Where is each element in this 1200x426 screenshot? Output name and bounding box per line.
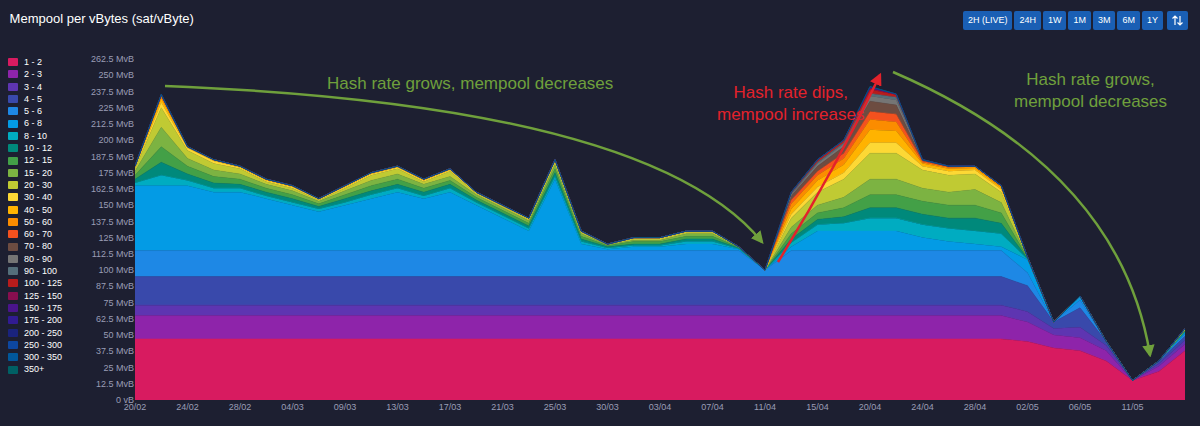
svg-text:20/02: 20/02 — [124, 402, 147, 412]
svg-text:25/03: 25/03 — [544, 402, 567, 412]
html-text:6 - 8: 6 - 8 — [24, 118, 42, 129]
svg-text:125 MvB: 125 MvB — [98, 233, 134, 243]
html-text:8 - 10: 8 - 10 — [24, 130, 47, 141]
html-text:15 - 20: 15 - 20 — [24, 167, 52, 178]
svg-text:24/04: 24/04 — [911, 402, 934, 412]
html-text:50 - 60: 50 - 60 — [24, 216, 52, 227]
html-text:12 - 15: 12 - 15 — [24, 155, 52, 166]
svg-text:11/05: 11/05 — [1122, 402, 1144, 412]
html-text:100 - 125: 100 - 125 — [24, 278, 62, 289]
svg-text:02/05: 02/05 — [1016, 402, 1039, 412]
html-text:90 - 100: 90 - 100 — [24, 266, 57, 276]
svg-text:13/03: 13/03 — [386, 402, 409, 412]
svg-text:20/04: 20/04 — [859, 402, 882, 412]
svg-text:07/04: 07/04 — [701, 402, 724, 412]
svg-text:75 MvB: 75 MvB — [103, 298, 134, 308]
html-text:1M: 1M — [1073, 15, 1086, 25]
svg-text:212.5 MvB: 212.5 MvB — [91, 119, 134, 129]
svg-text:250 MvB: 250 MvB — [98, 70, 134, 80]
svg-text:09/03: 09/03 — [334, 402, 357, 412]
svg-text:100 MvB: 100 MvB — [98, 265, 134, 275]
svg-text:137.5 MvB: 137.5 MvB — [91, 217, 134, 227]
html-text:60 - 70: 60 - 70 — [24, 229, 52, 240]
html-text:200 - 250: 200 - 250 — [24, 327, 62, 338]
svg-text:06/05: 06/05 — [1069, 402, 1092, 412]
svg-text:0 vB: 0 vB — [116, 395, 134, 405]
svg-text:21/03: 21/03 — [491, 402, 514, 412]
svg-text:Hash rate grows,mempool decrea: Hash rate grows,mempool decreases — [1014, 70, 1167, 111]
html-text:10 - 12: 10 - 12 — [24, 143, 52, 154]
html-text:3M: 3M — [1098, 15, 1111, 25]
svg-text:187.5 MvB: 187.5 MvB — [91, 152, 134, 162]
html-text:300 - 350: 300 - 350 — [24, 352, 62, 363]
html-text:175 - 200: 175 - 200 — [24, 315, 62, 326]
svg-text:11/04: 11/04 — [754, 402, 776, 412]
svg-text:Mempool per vBytes (sat/vByte): Mempool per vBytes (sat/vByte) — [10, 11, 194, 26]
svg-text:03/04: 03/04 — [649, 402, 672, 412]
html-text:1Y: 1Y — [1147, 15, 1158, 25]
html-text:24H: 24H — [1019, 15, 1036, 25]
svg-text:150 MvB: 150 MvB — [98, 200, 134, 210]
html-text:80 - 90: 80 - 90 — [24, 253, 52, 264]
svg-text:175 MvB: 175 MvB — [98, 168, 134, 178]
svg-text:15/04: 15/04 — [806, 402, 829, 412]
html-text:1W: 1W — [1047, 15, 1062, 25]
html-text:2 - 3: 2 - 3 — [24, 69, 42, 80]
html-text:2H (LIVE): 2H (LIVE) — [967, 15, 1008, 25]
svg-text:04/03: 04/03 — [281, 402, 304, 412]
html-text:350+: 350+ — [24, 364, 45, 375]
html-text:70 - 80: 70 - 80 — [24, 241, 52, 252]
html-text:150 - 175: 150 - 175 — [24, 302, 62, 313]
svg-text:28/04: 28/04 — [964, 402, 987, 412]
svg-text:24/02: 24/02 — [176, 402, 199, 412]
html-text:20 - 30: 20 - 30 — [24, 180, 52, 190]
html-text:250 - 300: 250 - 300 — [24, 339, 62, 350]
html-text:3 - 4: 3 - 4 — [24, 81, 42, 92]
html-text:1 - 2: 1 - 2 — [24, 57, 42, 67]
svg-text:28/02: 28/02 — [229, 402, 252, 412]
svg-text:50 MvB: 50 MvB — [103, 330, 134, 340]
svg-text:Hash rate grows, mempool decre: Hash rate grows, mempool decreases — [327, 74, 613, 93]
html-text:6M: 6M — [1122, 15, 1135, 25]
svg-text:200 MvB: 200 MvB — [98, 135, 134, 145]
svg-text:37.5 MvB: 37.5 MvB — [96, 346, 134, 356]
svg-text:Hash rate dips,mempool increas: Hash rate dips,mempool increases — [717, 83, 864, 124]
html-text:40 - 50: 40 - 50 — [24, 204, 52, 215]
svg-text:87.5 MvB: 87.5 MvB — [96, 281, 134, 291]
svg-text:30/03: 30/03 — [596, 402, 619, 412]
svg-text:162.5 MvB: 162.5 MvB — [91, 184, 134, 194]
svg-text:112.5 MvB: 112.5 MvB — [92, 249, 134, 259]
html-text:125 - 150: 125 - 150 — [24, 290, 62, 301]
html-text:30 - 40: 30 - 40 — [24, 192, 52, 203]
html-text:4 - 5: 4 - 5 — [24, 93, 42, 104]
svg-text:17/03: 17/03 — [439, 402, 462, 412]
svg-text:262.5 MvB: 262.5 MvB — [91, 54, 134, 64]
svg-text:25 MvB: 25 MvB — [103, 363, 134, 373]
html-text:5 - 6: 5 - 6 — [24, 106, 42, 117]
svg-text:12.5 MvB: 12.5 MvB — [96, 379, 134, 389]
svg-text:62.5 MvB: 62.5 MvB — [96, 314, 134, 324]
svg-text:237.5 MvB: 237.5 MvB — [91, 87, 134, 97]
svg-text:225 MvB: 225 MvB — [98, 103, 134, 113]
